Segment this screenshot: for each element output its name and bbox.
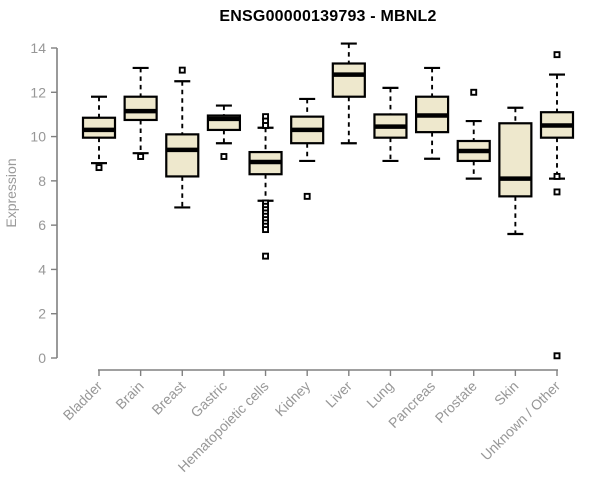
boxplot-pancreas: [414, 66, 450, 160]
x-tick-label-skin: Skin: [491, 378, 522, 409]
x-tick-label-breast: Breast: [148, 378, 188, 418]
x-tick-label-brain: Brain: [112, 378, 146, 412]
iqr-box: [165, 133, 200, 178]
y-tick-label: 14: [30, 40, 46, 56]
outlier-point: [178, 66, 186, 74]
boxplot-unknown-other: [539, 51, 575, 360]
iqr-box: [498, 122, 533, 198]
x-tick-label-liver: Liver: [322, 378, 355, 411]
x-tick-label-bladder: Bladder: [60, 378, 106, 424]
boxplot-lung: [373, 86, 408, 163]
chart-title: ENSG00000139793 - MBNL2: [219, 8, 437, 25]
outlier-point: [553, 188, 561, 196]
boxplot-prostate: [456, 88, 491, 180]
outlier-point: [470, 88, 478, 96]
iqr-box: [123, 95, 158, 122]
outlier-point: [262, 226, 269, 234]
y-tick-label: 8: [38, 173, 46, 189]
x-tick-label-lung: Lung: [363, 378, 396, 411]
outlier-point: [95, 164, 103, 172]
outlier-point: [262, 252, 269, 260]
boxplot-kidney: [290, 97, 325, 200]
boxplot-bladder: [81, 95, 117, 172]
boxplot-breast: [165, 66, 200, 209]
outlier-point: [553, 51, 561, 59]
y-tick-label: 10: [30, 129, 46, 145]
outlier-point: [262, 122, 269, 129]
outlier-point: [553, 352, 561, 360]
boxplot-gastric: [206, 104, 242, 160]
outlier-point: [137, 153, 145, 160]
boxplot-skin: [498, 106, 533, 236]
y-tick-label: 12: [30, 84, 46, 100]
y-tick-label: 6: [38, 217, 46, 233]
boxplot-hematopoietic-cells: [248, 113, 283, 260]
x-tick-label-unknown-other: Unknown / Other: [478, 378, 564, 464]
boxplot-brain: [123, 66, 158, 160]
boxplot-liver: [331, 42, 366, 145]
y-tick-label: 4: [38, 261, 46, 277]
y-tick-label: 2: [38, 306, 46, 322]
y-tick-label: 0: [38, 350, 46, 366]
outlier-point: [553, 172, 561, 180]
x-tick-label-kidney: Kidney: [272, 378, 314, 420]
outlier-point: [220, 153, 228, 160]
outlier-point: [303, 192, 311, 200]
x-tick-label-prostate: Prostate: [432, 378, 480, 426]
iqr-box: [331, 62, 366, 98]
